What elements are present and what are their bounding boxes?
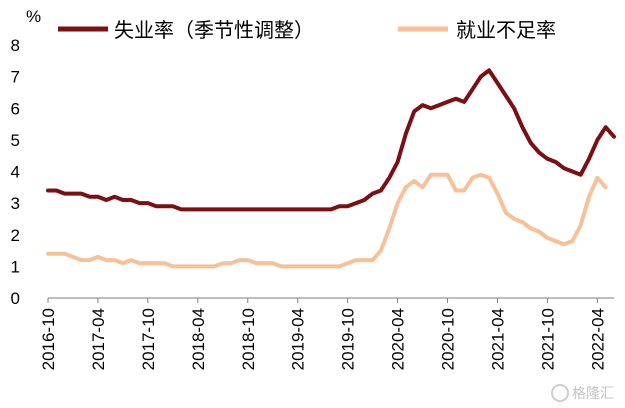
y-tick-label: 0 (11, 289, 20, 308)
x-tick-label: 2017-10 (139, 308, 158, 370)
x-tick-label: 2019-10 (339, 308, 358, 370)
legend: 失业率（季节性调整） 就业不足率 (58, 19, 556, 42)
x-tick-label: 2022-04 (588, 308, 607, 370)
y-tick-label: 5 (11, 131, 20, 150)
series-lines (46, 68, 616, 269)
x-tick-label: 2018-10 (239, 308, 258, 370)
x-tick-label: 2021-04 (488, 308, 507, 370)
watermark-logo-icon (551, 384, 569, 402)
x-tick-label: 2016-10 (39, 308, 58, 370)
legend-label-underemployment: 就业不足率 (456, 19, 556, 42)
x-tick-label: 2020-10 (439, 308, 458, 370)
x-tick-label: 2018-04 (189, 308, 208, 370)
y-tick-label: 7 (11, 68, 20, 87)
watermark: 格隆汇 (551, 384, 614, 402)
y-axis-unit: % (26, 7, 41, 26)
y-tick-label: 1 (11, 257, 20, 276)
series-line-1 (46, 172, 608, 269)
y-tick-label: 8 (11, 36, 20, 55)
series-line-0 (46, 68, 616, 212)
x-tick-label: 2020-04 (389, 308, 408, 370)
x-tick-label: 2019-04 (289, 308, 308, 370)
legend-label-unemployment: 失业率（季节性调整） (114, 19, 314, 42)
x-tick-label: 2021-10 (538, 308, 557, 370)
y-tick-label: 3 (11, 194, 20, 213)
y-tick-label: 4 (11, 163, 20, 182)
x-tick-label: 2017-04 (89, 308, 108, 370)
y-tick-label: 2 (11, 226, 20, 245)
y-axis: 0 1 2 3 4 5 6 7 8 (11, 36, 20, 308)
watermark-text: 格隆汇 (572, 386, 614, 402)
y-tick-label: 6 (11, 99, 20, 118)
x-axis: 2016-10 2017-04 2017-10 2018-04 2018-10 2019-… (39, 298, 607, 370)
